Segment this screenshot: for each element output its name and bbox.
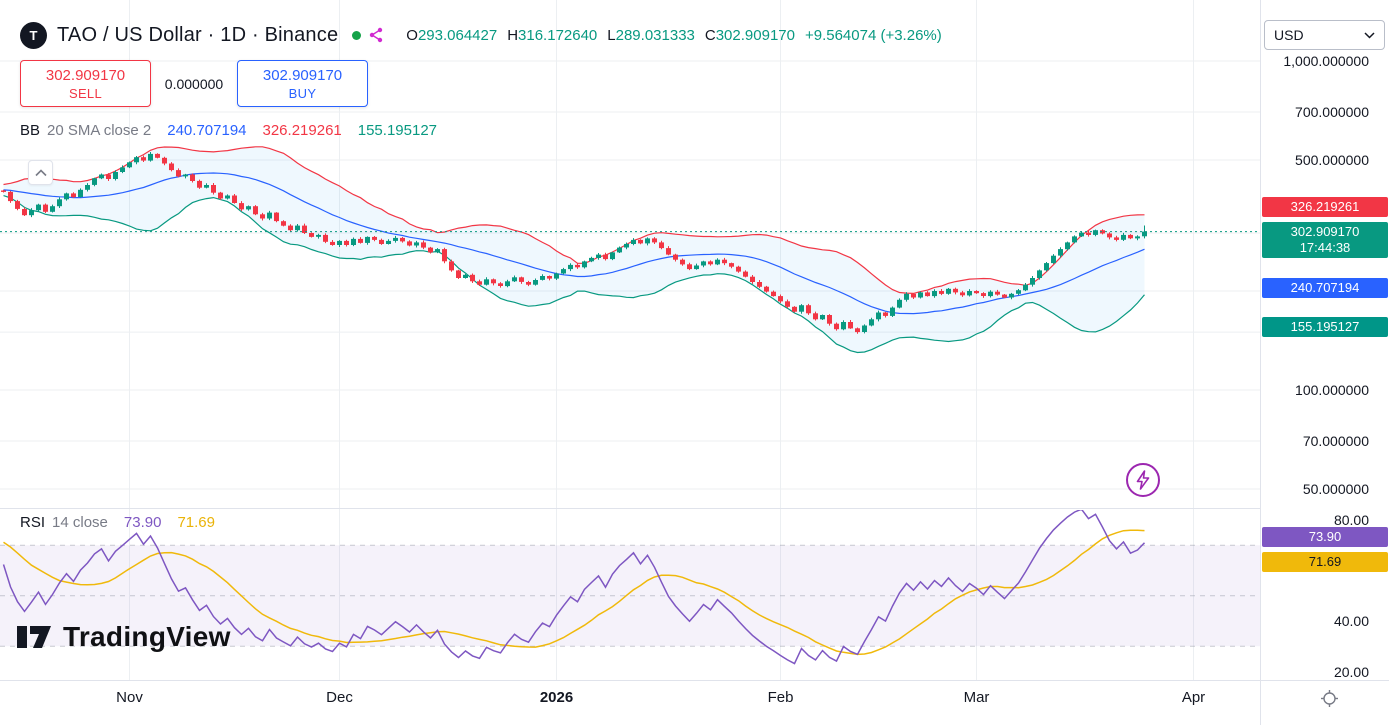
chevron-up-icon xyxy=(34,168,47,176)
bb-basis-value: 240.707194 xyxy=(167,122,247,139)
lightning-bolt-glyph xyxy=(1136,470,1150,490)
ohlc-open: O 293.064427 xyxy=(406,26,498,44)
current-price-badge: 302.909170 17:44:38 xyxy=(1262,221,1388,258)
market-open-dot xyxy=(352,30,362,40)
price-axis[interactable]: USD 1,000.000000 700.000000 500.000000 100.… xyxy=(1260,0,1389,725)
bb-indicator-params: 20 SMA close 2 xyxy=(47,122,152,139)
symbol-logo: T xyxy=(20,21,47,49)
time-axis-label: Mar xyxy=(963,689,990,706)
trade-panel: 302.909170 SELL 0.000000 302.909170 BUY xyxy=(20,60,368,107)
target-glyph xyxy=(1321,690,1338,707)
buy-label: BUY xyxy=(288,85,317,101)
buy-button[interactable]: 302.909170 BUY xyxy=(237,60,368,107)
rsi-value: 73.90 xyxy=(123,514,162,531)
share-icon[interactable] xyxy=(368,26,384,44)
price-axis-label: 70.000000 xyxy=(1302,432,1369,449)
time-axis-label: Nov xyxy=(116,689,143,706)
ohlc-low: L 289.031333 xyxy=(607,26,695,44)
symbol-header: T TAO / US Dollar · 1D · Binance O 293.06… xyxy=(20,19,942,51)
sell-price: 302.909170 xyxy=(45,66,126,84)
currency-dropdown[interactable]: USD xyxy=(1264,20,1385,50)
time-axis-label: Dec xyxy=(326,689,353,706)
bb-upper-badge: 326.219261 xyxy=(1262,197,1388,218)
tradingview-watermark-text: TradingView xyxy=(63,621,231,652)
rsi-ma-badge: 71.69 xyxy=(1262,551,1388,572)
lightning-icon[interactable] xyxy=(1126,463,1160,497)
status-pill xyxy=(352,26,384,44)
bb-basis-badge: 240.707194 xyxy=(1262,278,1388,299)
bb-lower-value: 155.195127 xyxy=(357,122,437,139)
legend-collapse-button[interactable] xyxy=(28,160,53,185)
currency-dropdown-value: USD xyxy=(1274,27,1304,43)
rsi-value-badge: 73.90 xyxy=(1262,527,1388,548)
time-axis-label: Apr xyxy=(1181,689,1206,706)
bb-indicator-title[interactable]: BB xyxy=(20,122,41,139)
rsi-indicator-legend: RSI 14 close 73.90 71.69 xyxy=(20,514,215,531)
price-axis-label: 700.000000 xyxy=(1295,103,1369,120)
time-axis-label: Feb xyxy=(767,689,794,706)
ohlc-high: H 316.172640 xyxy=(507,26,598,44)
bb-indicator-legend: BB 20 SMA close 2 240.707194 326.219261 … xyxy=(20,122,437,139)
time-axis-label: 2026 xyxy=(539,689,574,706)
ohlc-legend: O 293.064427 H 316.172640 L 289.031333 C 302… xyxy=(406,27,941,44)
price-axis-label: 500.000000 xyxy=(1295,152,1369,169)
rsi-axis-label: 20.00 xyxy=(1333,663,1369,680)
ohlc-change: +9.564074 (+3.26%) xyxy=(804,26,942,44)
timescale-target-icon[interactable] xyxy=(1320,689,1339,713)
chevron-down-icon xyxy=(1364,31,1375,39)
symbol-logo-letter: T xyxy=(29,27,38,43)
tradingview-logo-icon xyxy=(17,626,51,648)
chart-canvas[interactable] xyxy=(0,0,1260,680)
rsi-indicator-params: 14 close xyxy=(52,514,108,531)
bb-lower-badge: 155.195127 xyxy=(1262,317,1388,338)
tradingview-watermark[interactable]: TradingView xyxy=(16,621,231,653)
sell-label: SELL xyxy=(68,85,102,101)
rsi-indicator-title[interactable]: RSI xyxy=(20,514,46,531)
rsi-axis-label: 40.00 xyxy=(1333,613,1369,629)
ohlc-close: C 302.909170 xyxy=(704,26,795,44)
rsi-ma-value: 71.69 xyxy=(177,514,215,531)
buy-price: 302.909170 xyxy=(262,66,343,84)
price-axis-label: 100.000000 xyxy=(1295,382,1369,398)
rsi-axis-label: 80.00 xyxy=(1333,512,1369,528)
sell-button[interactable]: 302.909170 SELL xyxy=(20,60,151,107)
price-axis-label: 50.000000 xyxy=(1302,481,1369,498)
spread-value: 0.000000 xyxy=(164,75,224,92)
bb-upper-value: 326.219261 xyxy=(262,122,342,139)
time-axis[interactable]: Nov Dec 2026 Feb Mar Apr xyxy=(0,680,1389,725)
price-axis-label: 1,000.000000 xyxy=(1283,53,1369,69)
symbol-title[interactable]: TAO / US Dollar · 1D · Binance xyxy=(57,23,339,46)
